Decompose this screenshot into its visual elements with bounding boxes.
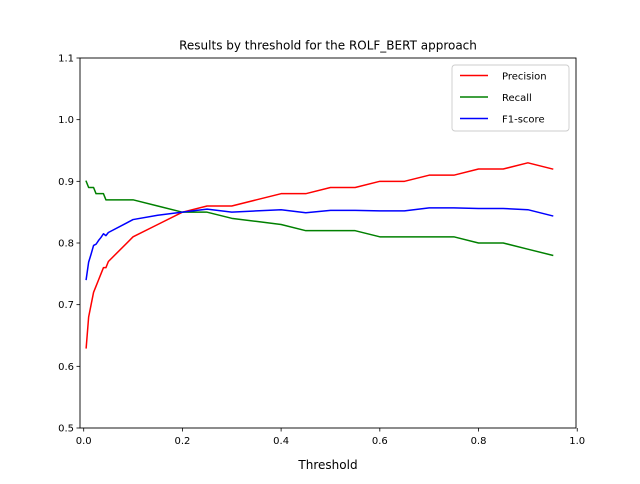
legend: Precision Recall F1-score [451,64,570,132]
x-tick-label: 0.6 [372,436,388,447]
y-tick-label: 0.9 [58,177,74,188]
x-tick-label: 0.8 [471,436,487,447]
y-axis: 0.5 0.6 0.7 0.8 0.9 1.0 1.1 [58,54,80,435]
legend-frame [451,64,570,132]
series-line-precision [85,162,554,349]
series-line-f1-score [85,207,554,281]
y-tick-label: 0.8 [58,239,74,250]
series-line-recall [85,180,554,257]
chart-title: Results by threshold for the ROLF_BERT a… [179,39,477,53]
legend-label-precision: Precision [502,72,547,83]
x-tick-label: 0.4 [273,436,289,447]
x-tick-label: 0.2 [174,436,190,447]
y-tick-label: 0.7 [58,300,74,311]
x-tick-label: 1.0 [569,436,585,447]
x-axis: 0.0 0.2 0.4 0.6 0.8 1.0 [76,428,585,447]
y-tick-label: 1.1 [58,54,74,65]
x-tick-label: 0.0 [76,436,92,447]
x-axis-title: Threshold [297,458,357,472]
y-tick-label: 0.5 [58,424,74,435]
y-tick-label: 1.0 [58,115,74,126]
plot-area-frame [79,57,577,429]
series-lines [85,162,554,349]
legend-label-recall: Recall [502,93,532,104]
legend-label-f1-score: F1-score [502,115,545,126]
y-tick-label: 0.6 [58,362,74,373]
